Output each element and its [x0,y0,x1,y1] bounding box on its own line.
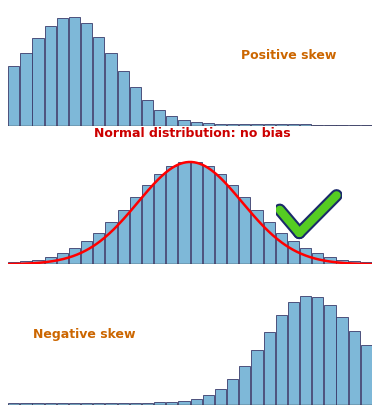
Bar [93,36,104,126]
Bar [276,315,287,405]
Bar [190,122,202,126]
Bar [361,125,372,126]
Bar [93,403,104,405]
Bar [324,304,336,405]
Bar [20,404,31,405]
Bar [118,71,129,126]
Bar [93,233,104,264]
Bar [106,222,117,264]
Bar [20,261,31,264]
Bar [166,402,177,405]
Bar [166,166,177,264]
Bar [215,124,226,126]
Bar [361,345,372,405]
Text: Negative skew: Negative skew [33,328,136,341]
Bar [33,259,44,264]
Bar [8,262,19,264]
Bar [336,259,348,264]
Bar [190,399,202,405]
Bar [336,125,348,126]
Bar [215,174,226,264]
Text: Normal distribution: no bias: Normal distribution: no bias [94,128,290,140]
Bar [361,262,372,264]
Bar [288,302,299,405]
Bar [203,123,214,126]
Bar [263,222,275,264]
Bar [227,124,238,126]
Bar [190,162,202,264]
Bar [312,125,323,126]
Bar [336,317,348,405]
Bar [227,379,238,405]
Bar [106,53,117,126]
Bar [69,17,80,126]
Bar [69,248,80,264]
Bar [227,185,238,264]
Bar [288,124,299,126]
Bar [33,404,44,405]
Bar [81,242,92,264]
Bar [239,366,250,405]
Bar [8,404,19,405]
Bar [33,38,44,126]
Bar [45,404,56,405]
Bar [154,174,165,264]
Bar [203,395,214,405]
Bar [57,404,68,405]
Bar [252,350,263,405]
Bar [312,254,323,264]
Bar [130,403,141,405]
Bar [300,124,311,126]
Bar [312,297,323,405]
Bar [106,403,117,405]
Bar [45,257,56,264]
Bar [300,296,311,405]
Bar [81,403,92,405]
Bar [142,403,153,405]
Bar [130,87,141,126]
Bar [349,261,360,264]
Bar [239,197,250,264]
Bar [166,116,177,126]
Bar [179,401,190,405]
Bar [349,125,360,126]
Bar [276,124,287,126]
Bar [45,26,56,126]
Bar [69,403,80,405]
Bar [349,331,360,405]
Bar [8,66,19,126]
Bar [324,125,336,126]
Bar [57,254,68,264]
Bar [20,52,31,126]
Bar [130,197,141,264]
Bar [142,100,153,126]
Bar [154,403,165,405]
Bar [57,18,68,126]
Bar [276,233,287,264]
Bar [118,210,129,264]
Bar [252,210,263,264]
Bar [81,24,92,126]
Bar [288,242,299,264]
Bar [179,120,190,126]
Bar [252,124,263,126]
Bar [324,257,336,264]
Bar [239,124,250,126]
Bar [179,162,190,264]
Bar [142,185,153,264]
Bar [215,389,226,405]
Bar [263,124,275,126]
Bar [154,110,165,126]
Bar [300,248,311,264]
Bar [118,403,129,405]
Text: Positive skew: Positive skew [241,49,336,62]
Bar [203,166,214,264]
Bar [263,332,275,405]
